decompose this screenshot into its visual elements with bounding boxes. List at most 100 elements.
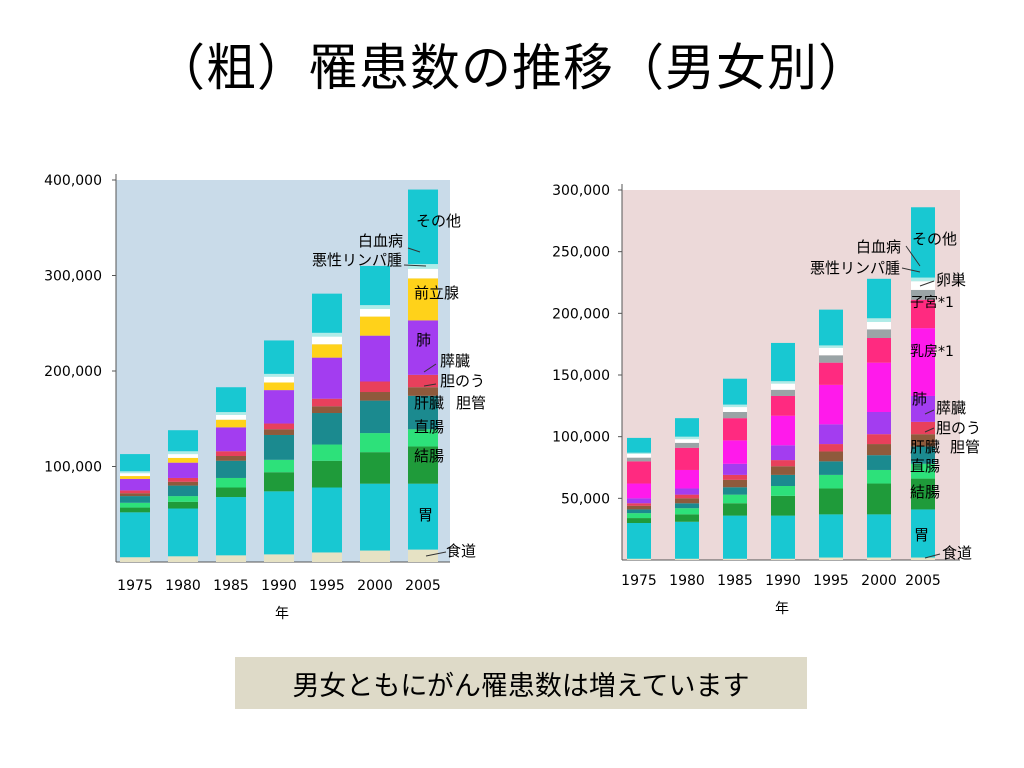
bar-segment-2005 [408, 278, 438, 321]
bar-segment-2000 [867, 434, 891, 445]
bar-segment-2005 [911, 557, 935, 560]
bar-segment-1975 [120, 473, 150, 477]
bar-segment-2000 [360, 452, 390, 484]
bar-segment-2000 [867, 321, 891, 330]
bar-segment-2000 [867, 318, 891, 322]
y-tick-label: 50,000 [561, 491, 610, 507]
bar-segment-1985 [723, 412, 747, 419]
bar-segment-1975 [120, 557, 150, 562]
bar-segment-1975 [120, 496, 150, 503]
bar-segment-1995 [819, 488, 843, 515]
bar-segment-1985 [216, 497, 246, 556]
bar-segment-2000 [360, 265, 390, 306]
bar-segment-1995 [819, 444, 843, 452]
bar-segment-1990 [771, 445, 795, 461]
bar-segment-1980 [675, 521, 699, 559]
annotation-label: 直腸 [414, 418, 444, 436]
annotation-label: 肺 [912, 390, 927, 408]
bar-segment-2005 [408, 446, 438, 484]
bar-segment-2000 [360, 308, 390, 317]
bar-segment-1975 [627, 518, 651, 523]
bar-segment-1995 [819, 474, 843, 489]
bar-segment-2005 [911, 434, 935, 447]
bar-segment-1985 [723, 558, 747, 560]
bar-segment-1985 [723, 407, 747, 412]
bar-segment-1980 [675, 439, 699, 443]
bar-segment-1990 [264, 373, 294, 377]
annotation-leader [924, 553, 941, 559]
bar-segment-1990 [771, 558, 795, 560]
annotation-label: 前立腺 [414, 284, 459, 302]
y-tick-label: 200,000 [44, 364, 102, 380]
bar-segment-2000 [867, 278, 891, 319]
bar-segment-2005 [911, 509, 935, 558]
bar-segment-1985 [216, 477, 246, 488]
bar-segment-1980 [675, 514, 699, 522]
annotation-label: 膵臓 [440, 352, 470, 370]
bar-segment-1990 [264, 429, 294, 435]
x-tick-label: 2000 [861, 573, 897, 589]
bar-segment-2000 [360, 483, 390, 551]
bar-segment-1995 [312, 444, 342, 461]
bar-segment-1995 [312, 398, 342, 407]
annotation-label: 結腸 [910, 483, 940, 501]
bar-segment-2005 [911, 421, 935, 435]
bar-segment-2000 [867, 514, 891, 558]
bar-segment-1985 [216, 555, 246, 562]
bar-segment-1980 [675, 418, 699, 437]
bar-segment-2005 [408, 395, 438, 430]
bar-segment-2000 [867, 362, 891, 412]
bar-segment-2005 [408, 549, 438, 562]
bar-segment-1975 [120, 454, 150, 472]
bar-segment-1975 [627, 505, 651, 510]
x-tick-label: 1985 [213, 578, 249, 594]
x-tick-label: 1980 [669, 573, 705, 589]
y-tick-label: 250,000 [552, 245, 610, 261]
x-tick-label: 2005 [405, 578, 441, 594]
bar-segment-1975 [627, 437, 651, 453]
bar-segment-1995 [819, 309, 843, 346]
annotation-leader [425, 551, 447, 557]
bar-segment-1980 [168, 496, 198, 502]
bar-segment-1980 [168, 454, 198, 458]
bar-segment-1995 [312, 332, 342, 337]
bar-segment-1975 [627, 558, 651, 560]
annotation-leader [407, 247, 421, 253]
bar-segment-2005 [911, 478, 935, 510]
bar-segment-1985 [216, 412, 246, 415]
annotation-leader [423, 383, 437, 387]
x-tick-label: 1985 [717, 573, 753, 589]
bar-segment-1985 [216, 427, 246, 452]
bar-segment-1990 [771, 415, 795, 446]
annotation-label: 悪性リンパ腫 [810, 259, 900, 277]
bar-segment-2005 [911, 281, 935, 290]
bar-segment-2005 [911, 207, 935, 278]
y-tick-label: 300,000 [552, 183, 610, 199]
bar-segment-1975 [120, 478, 150, 491]
bar-segment-1975 [627, 457, 651, 462]
annotation-leader [905, 245, 921, 267]
bar-segment-1980 [168, 451, 198, 455]
bar-segment-1995 [312, 406, 342, 414]
bar-segment-2000 [360, 335, 390, 382]
bar-segment-1975 [120, 471, 150, 474]
annotation-label: 乳房*1 [910, 344, 954, 360]
bar-segment-1990 [264, 340, 294, 374]
annotation-leader [919, 280, 935, 287]
y-tick-label: 100,000 [44, 460, 102, 476]
bar-segment-1980 [168, 508, 198, 557]
bar-segment-1995 [819, 557, 843, 560]
bar-segment-2005 [408, 429, 438, 447]
bar-segment-1995 [819, 461, 843, 475]
bar-segment-1985 [723, 479, 747, 488]
bar-segment-1990 [264, 472, 294, 492]
bar-segment-1975 [627, 453, 651, 458]
annotation-label: 胆管 [456, 394, 486, 412]
bar-segment-1985 [216, 451, 246, 456]
bar-segment-1975 [120, 476, 150, 479]
y-tick-label: 100,000 [552, 430, 610, 446]
bar-segment-1975 [120, 490, 150, 494]
bar-segment-2005 [408, 483, 438, 550]
bar-segment-1995 [819, 384, 843, 425]
